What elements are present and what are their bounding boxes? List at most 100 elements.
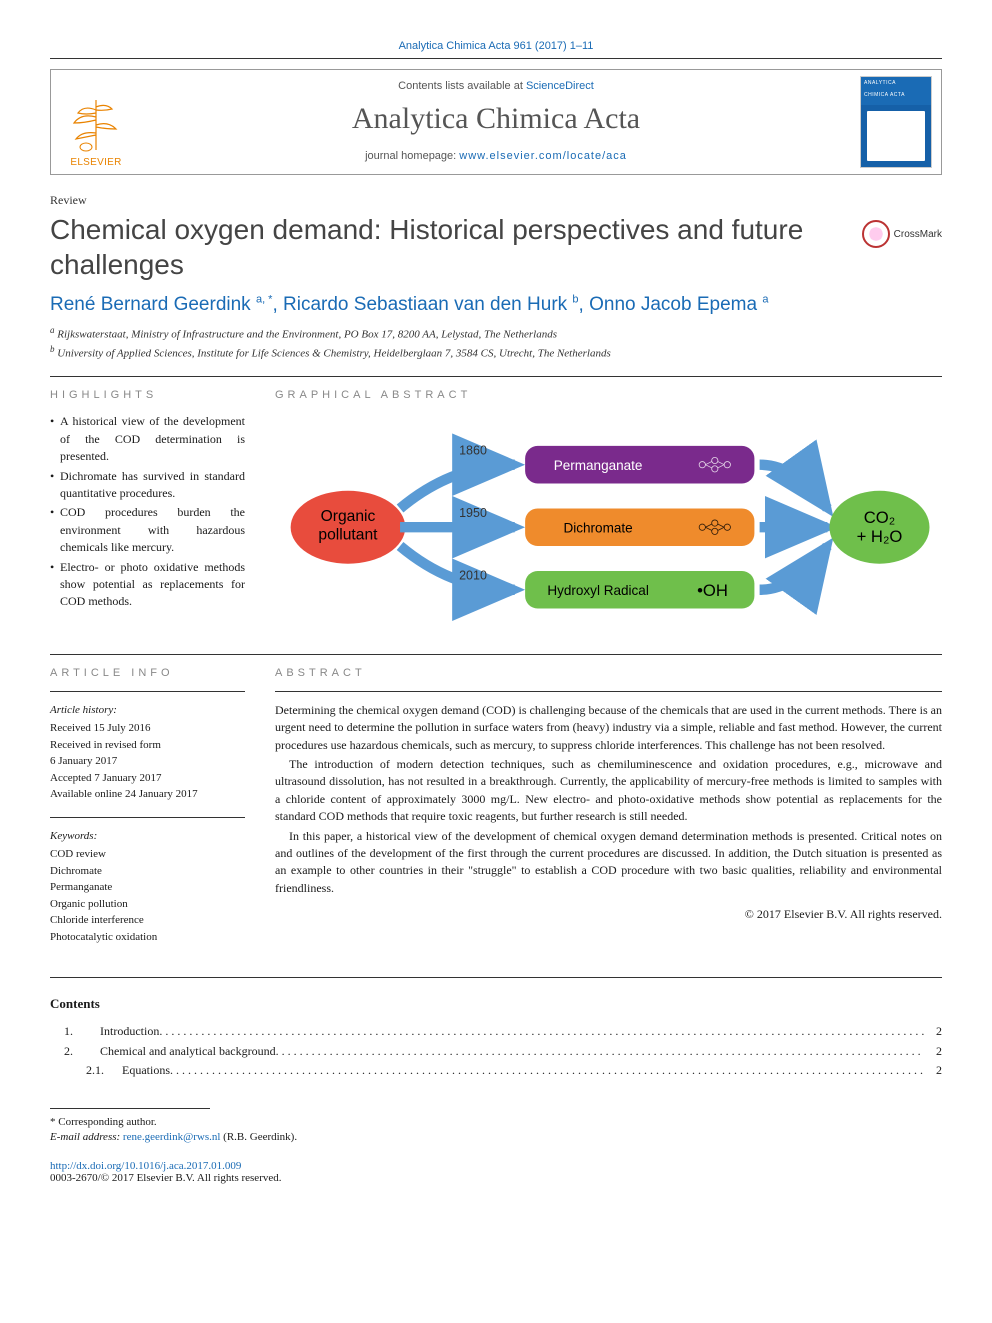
toc-number: 2.1. <box>50 1061 122 1080</box>
publisher-name: ELSEVIER <box>70 157 121 168</box>
keyword: Photocatalytic oxidation <box>50 929 245 946</box>
highlights-list: A historical view of the development of … <box>50 413 245 610</box>
history-line: Received in revised form <box>50 737 245 754</box>
contents-heading: Contents <box>50 996 942 1012</box>
email-label: E-mail address: <box>50 1131 120 1143</box>
journal-header-box: ELSEVIER Contents lists available at Sci… <box>50 69 942 175</box>
journal-homepage-line: journal homepage: www.elsevier.com/locat… <box>141 150 851 162</box>
divider <box>50 977 942 978</box>
keywords-label: Keywords: <box>50 828 245 845</box>
svg-text:Dichromate: Dichromate <box>563 521 632 536</box>
affiliation: a Rijkswaterstaat, Ministry of Infrastru… <box>50 324 942 343</box>
journal-title: Analytica Chimica Acta <box>141 102 851 136</box>
article-title: Chemical oxygen demand: Historical persp… <box>50 212 850 282</box>
toc-page: 2 <box>924 1022 942 1041</box>
journal-reference: Analytica Chimica Acta 961 (2017) 1–11 <box>50 40 942 52</box>
graphical-abstract-heading: GRAPHICAL ABSTRACT <box>275 389 942 401</box>
affiliations-block: a Rijkswaterstaat, Ministry of Infrastru… <box>50 324 942 362</box>
article-type: Review <box>50 193 942 208</box>
keywords-block: Keywords: COD reviewDichromatePermangana… <box>50 828 245 946</box>
contents-prefix: Contents lists available at <box>398 80 526 92</box>
toc-leader-dots <box>159 1022 924 1041</box>
toc-row[interactable]: 2.1. Equations 2 <box>50 1061 942 1080</box>
svg-text:•OH: •OH <box>697 581 728 600</box>
author: Onno Jacob Epema a <box>589 294 768 315</box>
abstract-paragraph: The introduction of modern detection tec… <box>275 756 942 826</box>
homepage-prefix: journal homepage: <box>365 150 459 162</box>
author: René Bernard Geerdink a, * <box>50 294 272 315</box>
toc-leader-dots <box>170 1061 924 1080</box>
footnote-divider <box>50 1108 210 1109</box>
elsevier-tree-icon <box>66 95 126 155</box>
issn-copyright: 0003-2670/© 2017 Elsevier B.V. All right… <box>50 1172 282 1184</box>
copyright-line: © 2017 Elsevier B.V. All rights reserved… <box>275 907 942 922</box>
corr-email-suffix: (R.B. Geerdink). <box>223 1131 297 1143</box>
cover-title-line2: CHIMICA ACTA <box>861 89 931 101</box>
toc-page: 2 <box>924 1061 942 1080</box>
divider <box>50 691 245 692</box>
cover-title-line1: ANALYTICA <box>861 77 931 89</box>
corr-email-link[interactable]: rene.geerdink@rws.nl <box>123 1131 221 1143</box>
svg-text:Hydroxyl Radical: Hydroxyl Radical <box>547 583 649 598</box>
journal-homepage-link[interactable]: www.elsevier.com/locate/aca <box>459 150 627 162</box>
divider <box>50 58 942 59</box>
table-of-contents: 1. Introduction 2 2. Chemical and analyt… <box>50 1022 942 1080</box>
affiliation: b University of Applied Sciences, Instit… <box>50 343 942 362</box>
keyword: Organic pollution <box>50 896 245 913</box>
publisher-logo-block: ELSEVIER <box>51 70 141 174</box>
history-line: Received 15 July 2016 <box>50 720 245 737</box>
toc-row[interactable]: 2. Chemical and analytical background 2 <box>50 1042 942 1061</box>
svg-text:2010: 2010 <box>459 569 487 583</box>
toc-number: 2. <box>50 1042 100 1061</box>
svg-text:CO₂: CO₂ <box>864 508 895 527</box>
history-line: Accepted 7 January 2017 <box>50 770 245 787</box>
crossmark-badge[interactable]: CrossMark <box>862 220 942 248</box>
svg-text:Permanganate: Permanganate <box>554 458 643 473</box>
article-info-heading: ARTICLE INFO <box>50 667 245 679</box>
highlights-heading: HIGHLIGHTS <box>50 389 245 401</box>
svg-text:1950: 1950 <box>459 506 487 520</box>
doi-block: http://dx.doi.org/10.1016/j.aca.2017.01.… <box>50 1160 942 1184</box>
svg-text:pollutant: pollutant <box>318 527 378 544</box>
crossmark-label: CrossMark <box>894 229 942 240</box>
sciencedirect-link[interactable]: ScienceDirect <box>526 80 594 92</box>
toc-title: Chemical and analytical background <box>100 1042 276 1061</box>
authors-line: René Bernard Geerdink a, *, Ricardo Seba… <box>50 294 942 316</box>
abstract-text: Determining the chemical oxygen demand (… <box>275 702 942 897</box>
toc-title: Introduction <box>100 1022 159 1041</box>
toc-number: 1. <box>50 1022 100 1041</box>
divider <box>50 654 942 655</box>
doi-link[interactable]: http://dx.doi.org/10.1016/j.aca.2017.01.… <box>50 1160 241 1172</box>
keyword: Permanganate <box>50 879 245 896</box>
journal-cover-thumbnail: ANALYTICA CHIMICA ACTA <box>860 76 932 168</box>
graphical-abstract-figure: Organic pollutant 1860 Permanganate 1950 D… <box>275 413 942 645</box>
history-line: Available online 24 January 2017 <box>50 786 245 803</box>
abstract-paragraph: In this paper, a historical view of the … <box>275 828 942 898</box>
keyword: COD review <box>50 846 245 863</box>
history-line: 6 January 2017 <box>50 753 245 770</box>
highlight-item: Dichromate has survived in standard quan… <box>50 468 245 503</box>
abstract-paragraph: Determining the chemical oxygen demand (… <box>275 702 942 754</box>
highlight-item: Electro- or photo oxidative methods show… <box>50 559 245 611</box>
toc-title: Equations <box>122 1061 170 1080</box>
toc-row[interactable]: 1. Introduction 2 <box>50 1022 942 1041</box>
divider <box>275 691 942 692</box>
author: Ricardo Sebastiaan van den Hurk b <box>283 294 579 315</box>
article-history-block: Article history: Received 15 July 2016Re… <box>50 702 245 803</box>
toc-page: 2 <box>924 1042 942 1061</box>
corr-author-label: * Corresponding author. <box>50 1115 942 1130</box>
abstract-heading: ABSTRACT <box>275 667 942 679</box>
divider <box>50 376 942 377</box>
history-label: Article history: <box>50 702 245 719</box>
divider <box>50 817 245 818</box>
highlight-item: A historical view of the development of … <box>50 413 245 465</box>
svg-text:1860: 1860 <box>459 444 487 458</box>
contents-available-line: Contents lists available at ScienceDirec… <box>141 80 851 92</box>
svg-text:+ H₂O: + H₂O <box>857 527 903 546</box>
svg-text:Organic: Organic <box>321 508 376 525</box>
crossmark-icon <box>862 220 890 248</box>
toc-leader-dots <box>276 1042 924 1061</box>
corresponding-author-footnote: * Corresponding author. E-mail address: … <box>50 1115 942 1146</box>
keyword: Chloride interference <box>50 912 245 929</box>
highlight-item: COD procedures burden the environment wi… <box>50 504 245 556</box>
